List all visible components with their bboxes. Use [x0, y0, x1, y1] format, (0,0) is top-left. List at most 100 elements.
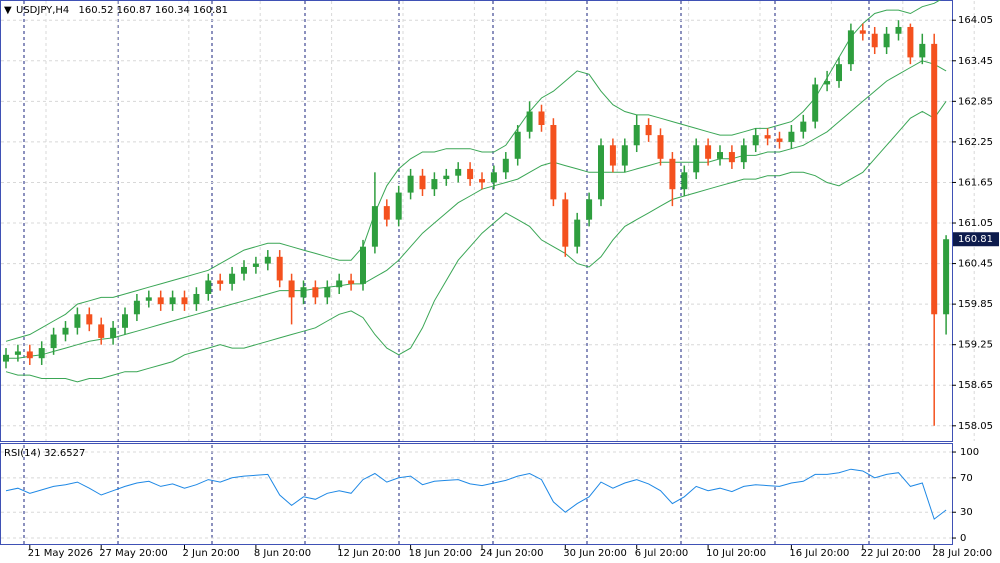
candle-body — [764, 135, 771, 139]
candle-body — [514, 131, 521, 159]
candle-body — [800, 121, 807, 132]
x-tick-label: 12 Jun 20:00 — [337, 548, 401, 559]
rsi-header: RSI(14) 32.6527 — [4, 448, 85, 459]
candle-body — [241, 266, 247, 274]
candle-body — [14, 351, 21, 355]
candle-body — [728, 152, 735, 163]
candle-body — [943, 239, 950, 315]
candle-body — [479, 179, 485, 183]
candle-body — [609, 145, 616, 166]
y-tick-label: 159.25 — [958, 340, 993, 351]
candle-body — [562, 199, 569, 247]
candle-body — [550, 124, 557, 200]
candle-body — [455, 168, 462, 176]
candle-body — [907, 26, 914, 58]
symbol: USDJPY,H4 — [16, 5, 69, 16]
candle-body — [883, 33, 890, 48]
y-tick-label: 70 — [960, 473, 973, 484]
candle-body — [693, 145, 700, 173]
candle-body — [348, 280, 355, 284]
candle-body — [490, 172, 497, 183]
y-tick-label: 158.65 — [958, 380, 993, 391]
candle-body — [395, 192, 402, 220]
candle-body — [645, 124, 652, 136]
candle-body — [229, 273, 236, 284]
candle-body — [324, 287, 331, 298]
candle-body — [157, 297, 164, 305]
candle-body — [86, 314, 93, 325]
x-tick-label: 27 May 20:00 — [99, 548, 168, 559]
x-tick-label: 18 Jun 20:00 — [409, 548, 473, 559]
high: 160.87 — [117, 5, 152, 16]
x-tick-label: 16 Jul 20:00 — [789, 548, 849, 559]
candle-body — [931, 43, 938, 315]
candle-body — [657, 135, 664, 159]
x-tick-label: 2 Jun 20:00 — [183, 548, 240, 559]
candle-body — [633, 124, 640, 146]
y-tick-label: 161.65 — [958, 177, 993, 188]
candle-body — [217, 280, 224, 284]
candle-body — [740, 145, 747, 163]
y-tick-label: 159.85 — [958, 299, 993, 310]
x-tick-label: 28 Jul 20:00 — [932, 548, 992, 559]
x-tick-label: 30 Jun 20:00 — [563, 548, 627, 559]
candle-body — [502, 158, 509, 173]
candle-body — [717, 152, 723, 159]
candle-body — [193, 293, 200, 305]
candle-body — [288, 280, 295, 298]
candle-body — [50, 334, 57, 349]
rsi-last: 32.6527 — [44, 448, 85, 459]
candle-body — [312, 287, 319, 298]
y-tick-label: 0 — [960, 533, 966, 544]
candle-body — [919, 43, 926, 58]
candle-body — [38, 348, 45, 359]
bollinger-upper — [5, 0, 942, 342]
candle-body — [98, 324, 105, 338]
price-tag — [953, 232, 999, 247]
header: USDJPY,H4 160.52 160.87 160.34 160.81 — [16, 5, 228, 16]
y-tick-label: 160.45 — [958, 259, 993, 270]
x-tick-label: 22 Jul 20:00 — [861, 548, 921, 559]
candle-body — [895, 26, 902, 34]
candle-body — [681, 172, 688, 190]
candle-body — [145, 297, 152, 301]
x-tick-label: 24 Jun 20:00 — [480, 548, 544, 559]
x-tick-label: 21 May 2026 — [28, 548, 93, 559]
candle-body — [26, 351, 33, 359]
candle-body — [360, 246, 366, 284]
period-separators — [23, 1, 870, 545]
y-tick-label: 158.05 — [958, 421, 993, 432]
candle-body — [812, 84, 819, 122]
candle-body — [300, 287, 307, 298]
candle-body — [467, 168, 474, 180]
y-tick-label: 162.85 — [958, 96, 993, 107]
candle-body — [669, 158, 676, 190]
candle-body — [705, 145, 712, 159]
bollinger-lower — [5, 101, 947, 383]
candle-body — [574, 219, 581, 247]
candle-body — [383, 206, 390, 220]
candle-body — [431, 179, 438, 190]
open: 160.52 — [78, 5, 113, 16]
candle-body — [122, 314, 128, 328]
candle-body — [110, 327, 117, 338]
candle-body — [586, 199, 593, 220]
x-tick-label: 6 Jul 20:00 — [635, 548, 689, 559]
y-tick-label: 163.45 — [958, 56, 993, 67]
candle-body — [407, 175, 414, 193]
candle-body — [836, 64, 842, 82]
candle-body — [871, 33, 878, 48]
candle-body — [859, 30, 866, 34]
candle-body — [538, 111, 545, 125]
candle-body — [824, 81, 831, 85]
price-panel — [0, 0, 953, 442]
candle-body — [205, 280, 212, 294]
candle-body — [336, 280, 343, 288]
candle-body — [371, 206, 378, 247]
candle-body — [788, 131, 795, 142]
menu-icon[interactable]: ▼ — [4, 5, 12, 16]
y-tick-label: 164.05 — [958, 15, 993, 26]
candle-body — [443, 175, 450, 180]
x-tick-label: 8 Jun 20:00 — [254, 548, 311, 559]
